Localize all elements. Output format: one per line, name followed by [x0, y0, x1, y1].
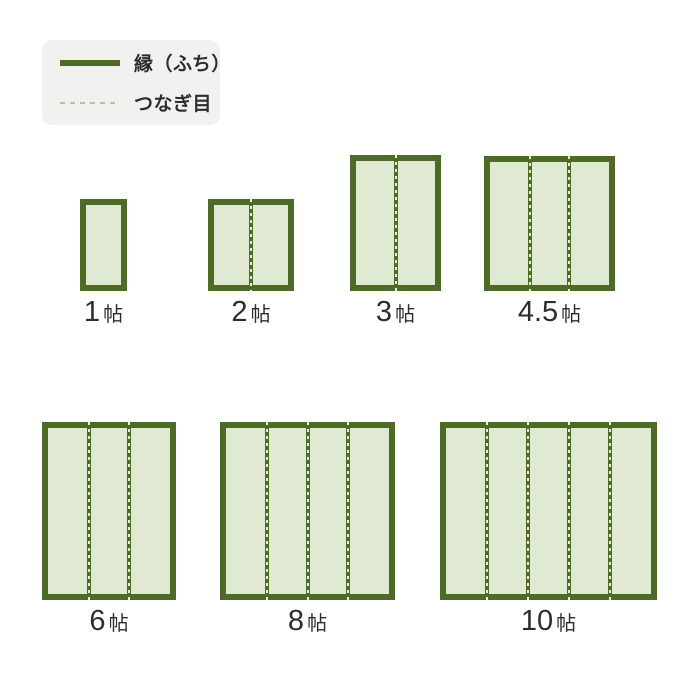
legend-label-edge: 縁（ふち） — [134, 54, 231, 75]
legend-label-seam: つなぎ目 — [134, 94, 213, 115]
seam-line — [127, 422, 132, 600]
legend-item-edge: 縁（ふち） — [60, 49, 230, 76]
solid-line-swatch — [60, 59, 120, 66]
size-unit: 帖 — [250, 304, 271, 326]
size-number: 8 — [287, 605, 305, 637]
size-unit: 帖 — [103, 304, 124, 326]
seam-line — [527, 156, 532, 291]
seam-line — [305, 422, 310, 600]
mat-rect — [220, 422, 395, 600]
mat-rect — [208, 199, 294, 291]
legend-item-seam: つなぎ目 — [60, 89, 212, 116]
size-unit: 帖 — [561, 304, 582, 326]
seam-line — [567, 422, 571, 600]
seam-line — [608, 422, 612, 600]
dashed-line-swatch — [60, 101, 120, 104]
size-number: 1 — [83, 296, 101, 328]
size-unit: 帖 — [556, 613, 577, 635]
size-number: 6 — [89, 605, 106, 637]
mat-size-label: 10 帖 — [440, 607, 657, 636]
mat-rect — [350, 155, 441, 291]
mat-rect — [80, 199, 127, 291]
size-unit: 帖 — [395, 304, 416, 326]
seam-line — [567, 156, 572, 291]
legend-box: 縁（ふち） つなぎ目 — [42, 40, 230, 125]
size-number: 2 — [231, 296, 248, 328]
size-unit: 帖 — [108, 613, 129, 635]
seam-line — [264, 422, 269, 600]
size-number: 4.5 — [517, 296, 559, 328]
seam-line — [346, 422, 351, 600]
size-number: 10 — [520, 605, 554, 637]
mat-rect — [440, 422, 657, 600]
seam-line — [485, 422, 489, 600]
size-unit: 帖 — [307, 613, 328, 635]
size-number: 3 — [375, 296, 393, 328]
mat-figure-10jo: 10 帖 — [440, 422, 657, 636]
seam-line — [249, 199, 253, 291]
mat-size-label: 4.5 帖 — [484, 298, 615, 327]
seam-line — [526, 422, 530, 600]
seam-line — [86, 422, 91, 600]
seam-line — [393, 155, 398, 291]
mat-rect — [484, 156, 615, 291]
mat-figure-4-5jo: 4.5 帖 — [484, 156, 615, 327]
mat-rect — [42, 422, 176, 600]
